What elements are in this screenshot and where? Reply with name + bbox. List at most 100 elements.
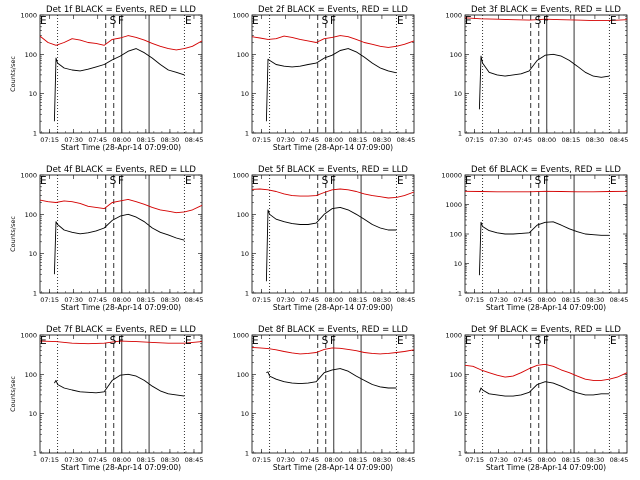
- detector-panel: Det 5f BLACK = Events, RED = LLD 1 10 100 10…: [232, 165, 415, 312]
- detector-panel: Det 4f BLACK = Events, RED = LLD 1 10 100 10…: [9, 165, 203, 312]
- x-tick-label: 08:45: [397, 456, 416, 464]
- y-tick-label: 1: [33, 130, 37, 138]
- events-series-line: [478, 221, 610, 276]
- time-marker-letter: F: [543, 15, 549, 27]
- x-tick-label: 08:45: [610, 136, 629, 144]
- y-tick-label: 1000: [20, 172, 37, 180]
- time-marker-letter: E: [185, 15, 192, 27]
- x-tick-label: 07:15: [465, 296, 484, 304]
- y-tick-label: 10: [29, 250, 37, 258]
- y-tick-label: 10: [241, 90, 249, 98]
- y-tick-label: 100: [25, 371, 37, 379]
- x-tick-label: 08:45: [397, 296, 416, 304]
- y-axis-label: Counts/sec: [9, 56, 17, 92]
- x-tick-label: 08:15: [561, 296, 580, 304]
- x-tick-label: 08:45: [397, 136, 416, 144]
- time-marker-letter: E: [397, 175, 404, 187]
- y-tick-label: 1: [33, 450, 37, 458]
- lld-series-line: [251, 347, 415, 355]
- events-series-line: [478, 381, 610, 397]
- x-tick-label: 08:45: [610, 296, 629, 304]
- panel-title: Det 6f BLACK = Events, RED = LLD: [471, 165, 621, 175]
- y-tick-label: 1000: [445, 12, 462, 20]
- x-tick-label: 07:45: [300, 136, 319, 144]
- detector-panel: Det 6f BLACK = Events, RED = LLD 1 10 100 10…: [441, 165, 628, 312]
- time-marker-letter: S: [535, 15, 542, 27]
- time-marker-letter: S: [322, 175, 329, 187]
- x-tick-label: 07:30: [64, 456, 83, 464]
- x-tick-label: 08:00: [324, 136, 343, 144]
- x-tick-label: 07:30: [276, 456, 295, 464]
- time-marker-letter: S: [535, 175, 542, 187]
- time-marker-letter: E: [465, 335, 472, 347]
- x-axis-label: Start Time (28-Apr-14 07:09:00): [273, 463, 393, 472]
- plot-frame: [464, 174, 628, 294]
- x-tick-label: 08:00: [112, 136, 131, 144]
- x-tick-label: 08:30: [586, 296, 605, 304]
- x-tick-label: 07:30: [489, 296, 508, 304]
- y-tick-label: 10: [454, 260, 462, 268]
- x-tick-label: 07:15: [40, 136, 59, 144]
- panel-title: Det 1f BLACK = Events, RED = LLD: [46, 5, 196, 15]
- x-tick-label: 08:30: [161, 456, 180, 464]
- x-tick-label: 07:15: [252, 296, 271, 304]
- y-tick-label: 100: [237, 371, 249, 379]
- time-marker-letter: E: [185, 175, 192, 187]
- x-tick-label: 07:15: [40, 456, 59, 464]
- y-tick-label: 100: [450, 371, 462, 379]
- x-tick-label: 07:15: [252, 456, 271, 464]
- time-marker-letter: S: [322, 335, 329, 347]
- x-tick-label: 08:00: [537, 296, 556, 304]
- time-marker-letter: E: [610, 15, 617, 27]
- x-tick-label: 08:00: [324, 456, 343, 464]
- y-tick-label: 1: [458, 450, 462, 458]
- time-marker-letter: E: [465, 15, 472, 27]
- x-tick-label: 07:15: [252, 136, 271, 144]
- y-tick-label: 1000: [232, 332, 249, 340]
- x-tick-label: 08:45: [610, 456, 629, 464]
- y-tick-label: 1: [33, 290, 37, 298]
- x-tick-label: 08:30: [586, 136, 605, 144]
- time-marker-letter: S: [322, 15, 329, 27]
- y-tick-label: 100: [237, 211, 249, 219]
- x-tick-label: 08:30: [586, 456, 605, 464]
- x-tick-label: 08:45: [185, 136, 204, 144]
- time-marker-letter: E: [40, 175, 47, 187]
- detector-panel: Det 1f BLACK = Events, RED = LLD 1 10 100 10…: [9, 5, 203, 152]
- x-tick-label: 08:15: [136, 456, 155, 464]
- x-axis-label: Start Time (28-Apr-14 07:09:00): [486, 463, 606, 472]
- plot-frame: [251, 174, 415, 294]
- x-tick-label: 07:15: [465, 456, 484, 464]
- plot-frame: [251, 14, 415, 134]
- x-tick-label: 07:15: [465, 136, 484, 144]
- time-marker-letter: E: [610, 175, 617, 187]
- x-tick-label: 08:15: [136, 136, 155, 144]
- lld-series-line: [464, 17, 628, 22]
- detector-panel: Det 3f BLACK = Events, RED = LLD 1 10 100 10…: [445, 5, 628, 144]
- x-tick-label: 07:30: [64, 296, 83, 304]
- y-tick-label: 1: [245, 130, 249, 138]
- y-tick-label: 1000: [20, 12, 37, 20]
- x-tick-label: 08:00: [112, 456, 131, 464]
- x-tick-label: 08:45: [185, 456, 204, 464]
- x-tick-label: 07:45: [513, 296, 532, 304]
- lld-series-line: [464, 190, 628, 193]
- time-marker-letter: S: [535, 335, 542, 347]
- x-tick-label: 07:30: [489, 456, 508, 464]
- x-tick-label: 08:15: [348, 296, 367, 304]
- time-marker-letter: E: [465, 175, 472, 187]
- time-marker-letter: E: [252, 335, 259, 347]
- y-tick-label: 1: [245, 290, 249, 298]
- x-tick-label: 07:45: [88, 136, 107, 144]
- x-tick-label: 07:15: [40, 296, 59, 304]
- events-series-line: [54, 373, 185, 397]
- time-marker-letter: F: [118, 15, 124, 27]
- plot-frame: [39, 174, 203, 294]
- time-marker-letter: S: [110, 15, 117, 27]
- time-marker-letter: F: [543, 175, 549, 187]
- plot-frame: [464, 334, 628, 454]
- y-tick-label: 10: [29, 410, 37, 418]
- time-marker-letter: E: [252, 175, 259, 187]
- lld-series-line: [39, 340, 203, 345]
- events-series-line: [53, 213, 185, 275]
